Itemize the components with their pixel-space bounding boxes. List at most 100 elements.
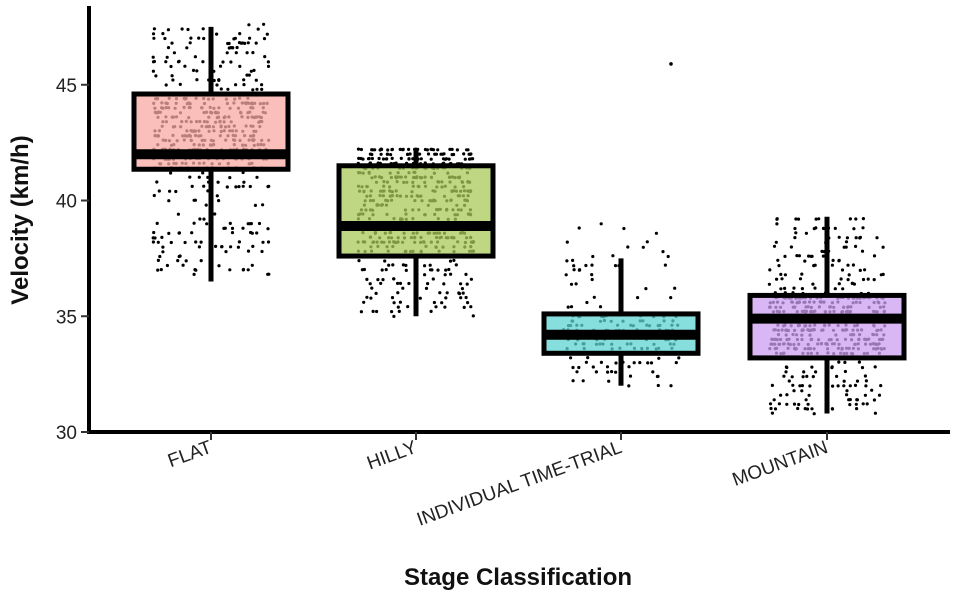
data-point: [571, 365, 575, 370]
data-point: [226, 87, 230, 91]
data-point: [779, 287, 783, 291]
data-point: [429, 147, 433, 151]
data-point: [188, 41, 192, 45]
data-point: [151, 55, 155, 59]
data-point: [666, 254, 670, 259]
data-point: [858, 235, 863, 239]
data-point: [365, 295, 369, 299]
data-point: [250, 263, 254, 267]
data-point: [197, 175, 201, 179]
data-point: [381, 157, 386, 161]
data-point: [810, 407, 814, 411]
data-point: [246, 41, 250, 45]
data-point: [362, 267, 366, 272]
data-point: [645, 240, 649, 244]
data-point: [792, 402, 797, 406]
data-point: [768, 268, 772, 272]
data-point: [195, 69, 199, 73]
data-point: [654, 231, 659, 235]
data-point: [808, 384, 812, 388]
data-point: [773, 407, 778, 411]
data-point: [176, 60, 181, 64]
data-point: [785, 393, 789, 397]
data-point: [785, 402, 789, 406]
data-point: [605, 365, 610, 369]
data-point: [217, 264, 221, 268]
data-point: [434, 152, 438, 156]
data-point: [172, 51, 176, 55]
data-point: [186, 27, 190, 32]
data-point: [466, 301, 470, 305]
data-point: [157, 189, 161, 193]
data-point: [442, 282, 446, 286]
data-point: [383, 259, 387, 263]
data-point: [792, 389, 796, 393]
data-point: [461, 291, 465, 295]
data-point: [194, 240, 198, 244]
data-point: [820, 249, 824, 253]
data-point: [677, 356, 681, 360]
data-point: [192, 272, 196, 276]
data-point: [854, 217, 858, 221]
data-point: [156, 240, 160, 244]
data-point: [248, 184, 252, 189]
data-point: [359, 147, 363, 152]
data-point: [870, 388, 874, 392]
data-point: [814, 226, 818, 230]
data-point: [831, 384, 835, 388]
data-point: [167, 231, 171, 235]
data-point: [181, 263, 185, 267]
data-point: [370, 286, 374, 290]
data-point: [230, 231, 235, 235]
data-point: [462, 305, 466, 309]
data-point: [627, 365, 631, 369]
data-point: [255, 175, 259, 179]
data-point: [875, 236, 879, 240]
data-point: [171, 78, 175, 82]
data-point: [861, 402, 865, 406]
data-point: [419, 157, 423, 161]
data-point: [365, 277, 369, 281]
data-point: [821, 254, 826, 258]
data-point: [591, 254, 595, 259]
data-point: [465, 282, 469, 286]
data-point: [387, 263, 391, 267]
data-point: [398, 147, 402, 151]
data-point: [805, 407, 810, 411]
data-point: [161, 250, 165, 254]
data-point: [159, 268, 163, 272]
data-point: [407, 147, 411, 151]
data-point: [790, 375, 794, 379]
data-point: [626, 245, 630, 249]
data-point: [855, 379, 860, 383]
data-point: [777, 402, 782, 406]
data-point: [260, 83, 264, 87]
data-point: [598, 305, 603, 309]
data-point: [837, 259, 841, 263]
data-point: [401, 286, 405, 290]
data-point: [392, 314, 396, 318]
data-point: [444, 296, 448, 300]
data-point: [199, 240, 203, 244]
data-point: [627, 384, 631, 388]
data-point: [263, 55, 267, 59]
data-point: [229, 60, 233, 64]
data-point: [380, 268, 384, 272]
data-point: [241, 267, 246, 272]
data-point: [169, 240, 173, 245]
data-point: [848, 217, 853, 221]
data-point: [800, 384, 805, 388]
data-point: [804, 231, 809, 235]
data-point: [572, 264, 576, 268]
data-point: [245, 73, 249, 77]
data-point: [447, 157, 451, 161]
data-point: [864, 384, 868, 388]
data-point: [237, 185, 241, 189]
data-point: [614, 370, 618, 374]
data-point: [590, 263, 594, 267]
data-point: [426, 282, 430, 286]
data-point: [398, 281, 403, 285]
data-point: [215, 83, 219, 87]
data-point: [230, 226, 235, 230]
data-point: [774, 240, 778, 244]
